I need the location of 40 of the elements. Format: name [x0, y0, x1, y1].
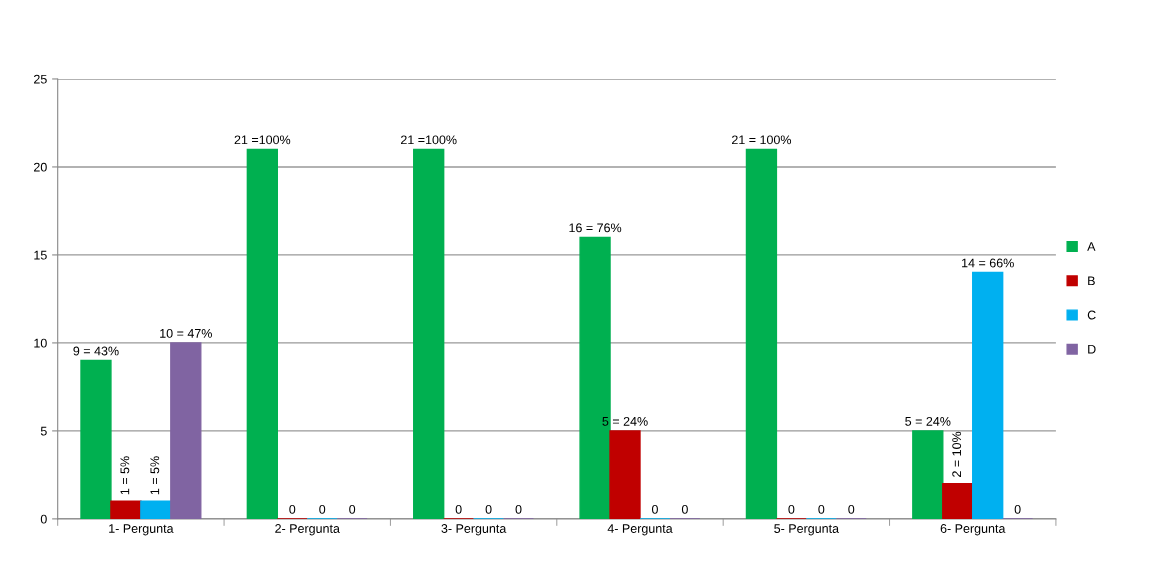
data-label: 0 [455, 504, 462, 514]
legend-label: C [1087, 310, 1096, 320]
data-label: 0 [319, 504, 326, 514]
data-label: 0 [681, 504, 688, 514]
data-label: 0 [515, 504, 522, 514]
legend-label: D [1088, 344, 1096, 354]
data-label: 1 = 5% [120, 456, 130, 495]
y-tick-label: 5 [40, 426, 47, 436]
y-tick-label: 15 [34, 250, 47, 260]
data-label: 0 [485, 504, 492, 514]
data-label: 0 [349, 504, 356, 514]
legend-label: A [1087, 242, 1096, 251]
data-label: 14 = 66% [962, 258, 1014, 268]
x-tick-label: 1- Pergunta [109, 524, 174, 536]
y-tick-label: 25 [34, 74, 47, 84]
data-label: 0 [848, 504, 855, 514]
data-label: 9 = 43% [73, 346, 119, 356]
data-label: 0 [1014, 504, 1021, 514]
legend-label: B [1088, 276, 1095, 286]
x-tick-label: 6- Pergunta [940, 524, 1006, 536]
data-label: 10 = 47% [160, 328, 212, 338]
data-label: 0 [818, 504, 825, 514]
data-label: 16 = 76% [569, 223, 622, 233]
data-label: 21 = 100% [732, 135, 792, 145]
x-tick-label: 2- Pergunta [275, 524, 340, 536]
y-tick-label: 20 [34, 162, 47, 172]
x-tick-label: 3- Pergunta [441, 524, 507, 536]
y-tick-label: 10 [34, 338, 47, 348]
data-label: 5 = 24% [602, 416, 648, 426]
y-tick-label: 0 [40, 514, 47, 524]
data-label: 0 [788, 504, 795, 514]
data-label: 21 =100% [234, 135, 291, 145]
x-tick-label: 4- Pergunta [607, 524, 673, 536]
data-label: 1 = 5% [150, 456, 160, 495]
data-label: 2 = 10% [952, 431, 962, 477]
x-tick-label: 5- Pergunta [774, 524, 840, 536]
data-label: 0 [651, 504, 658, 514]
data-label: 5 = 24% [905, 416, 951, 426]
data-label: 0 [289, 504, 296, 514]
data-label: 21 =100% [401, 135, 457, 145]
